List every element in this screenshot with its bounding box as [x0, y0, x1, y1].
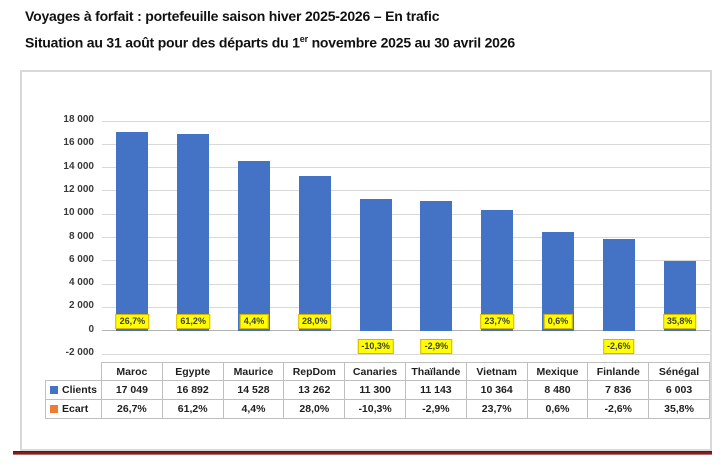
gridline	[102, 167, 710, 169]
gridline	[102, 330, 710, 332]
gridline	[102, 283, 710, 285]
footer-divider	[13, 451, 712, 455]
bar-egypte	[177, 133, 210, 331]
table-header-egypte: Egypte	[162, 362, 224, 381]
y-axis-label: 12 000	[63, 183, 94, 195]
title-text-1: Voyages à forfait : portefeuille saison …	[25, 8, 440, 24]
gridline	[102, 190, 710, 192]
page-title-line1: Voyages à forfait : portefeuille saison …	[25, 8, 439, 24]
table-ecart-maroc: 26,7%	[102, 400, 163, 419]
bar-maurice	[238, 161, 270, 331]
y-axis-label: 2 000	[68, 300, 94, 312]
gridline	[102, 260, 710, 262]
y-axis-label: 16 000	[63, 137, 94, 149]
table-clients-thailande: 11 143	[405, 381, 467, 400]
table-corner-cell	[45, 362, 102, 381]
gridline	[102, 306, 710, 308]
footer-divider-line-bottom	[13, 454, 712, 455]
table-clients-canaries: 11 300	[345, 381, 406, 400]
page-title-line2: Situation au 31 août pour des départs du…	[25, 34, 515, 51]
ecart-label-canaries: -10,3%	[357, 338, 394, 354]
gridline	[102, 143, 710, 145]
bar-thailande	[420, 200, 453, 331]
table-header-canaries: Canaries	[345, 362, 406, 381]
gridline	[102, 213, 710, 215]
gridline	[102, 353, 710, 355]
table-header-maurice: Maurice	[223, 362, 285, 381]
table-clients-egypte: 16 892	[162, 381, 224, 400]
y-axis-label: 14 000	[63, 160, 94, 172]
bar-canaries	[359, 199, 392, 331]
y-axis-label: 18 000	[63, 114, 94, 125]
table-clients-vietnam: 10 364	[466, 381, 528, 400]
table-ecart-repdom: 28,0%	[284, 400, 346, 419]
table-header-vietnam: Vietnam	[466, 362, 528, 381]
ecart-label-senegal: 35,8%	[662, 313, 697, 329]
table-header-senegal: Sénégal	[649, 362, 710, 381]
y-axis-label: 6 000	[68, 253, 94, 265]
table-clients-finlande: 7 836	[588, 381, 650, 400]
footer-divider-line-main	[13, 452, 712, 454]
table-clients-maroc: 17 049	[102, 381, 163, 400]
y-axis-label: 8 000	[68, 230, 94, 242]
ecart-label-mexique: 0,6%	[543, 313, 573, 329]
bar-repdom	[298, 176, 331, 331]
table-clients-mexique: 8 480	[527, 381, 589, 400]
footer-divider-line-top	[13, 451, 712, 452]
y-axis-label: 4 000	[68, 277, 94, 289]
bar-finlande	[602, 239, 635, 331]
y-axis-label: -2 000	[65, 347, 94, 358]
plot-area: 26,7% 61,2% 4,4% 28,0% -10,3% -2,9% 23,7% 0,6% -…	[102, 120, 710, 355]
table-clients-maurice: 14 528	[223, 381, 285, 400]
chart-data-table: Maroc Egypte Maurice RepDom Canaries Thaïland…	[45, 362, 710, 419]
gridline	[102, 120, 710, 122]
table-ecart-finlande: -2,6%	[588, 400, 650, 419]
ecart-label-thailande: -2,9%	[420, 338, 453, 354]
subtitle-suffix: novembre 2025 au 30 avril 2026	[307, 34, 516, 51]
table-header-finlande: Finlande	[588, 362, 650, 381]
table-ecart-canaries: -10,3%	[345, 400, 406, 419]
ecart-label-maurice: 4,4%	[239, 313, 269, 329]
table-ecart-maurice: 4,4%	[223, 400, 285, 419]
chart-frame: 26,7% 61,2% 4,4% 28,0% -10,3% -2,9% 23,7% 0,6% -…	[20, 70, 712, 451]
table-header-thailande: Thaïlande	[405, 362, 467, 381]
table-clients-repdom: 13 262	[284, 381, 346, 400]
table-header-repdom: RepDom	[284, 362, 346, 381]
ecart-label-vietnam: 23,7%	[480, 313, 514, 329]
ecart-series-swatch	[50, 405, 58, 413]
legend-ecart: Ecart	[45, 400, 102, 419]
ecart-label-finlande: -2,6%	[603, 338, 635, 354]
bar-vietnam	[481, 209, 514, 331]
gridline	[102, 237, 710, 238]
ecart-label-egypte: 61,2%	[176, 313, 210, 329]
y-axis-label: 0	[88, 323, 94, 335]
legend-clients: Clients	[45, 381, 102, 400]
clients-series-swatch	[50, 386, 58, 394]
table-ecart-vietnam: 23,7%	[466, 400, 528, 419]
ecart-label-maroc: 26,7%	[115, 313, 150, 329]
table-clients-senegal: 6 003	[649, 381, 710, 400]
clients-series-label: Clients	[62, 384, 98, 396]
table-ecart-thailande: -2,9%	[405, 400, 467, 419]
y-axis-label: 10 000	[63, 207, 94, 219]
ecart-series-label: Ecart	[62, 403, 89, 415]
table-header-maroc: Maroc	[102, 362, 163, 381]
subtitle-prefix: Situation au 31 août pour des départs du…	[25, 34, 300, 51]
table-ecart-egypte: 61,2%	[162, 400, 224, 419]
bar-maroc	[116, 132, 149, 331]
table-header-mexique: Mexique	[527, 362, 589, 381]
table-ecart-senegal: 35,8%	[649, 400, 710, 419]
table-ecart-mexique: 0,6%	[527, 400, 589, 419]
subtitle-superscript: er	[299, 34, 308, 44]
ecart-label-repdom: 28,0%	[298, 313, 332, 329]
